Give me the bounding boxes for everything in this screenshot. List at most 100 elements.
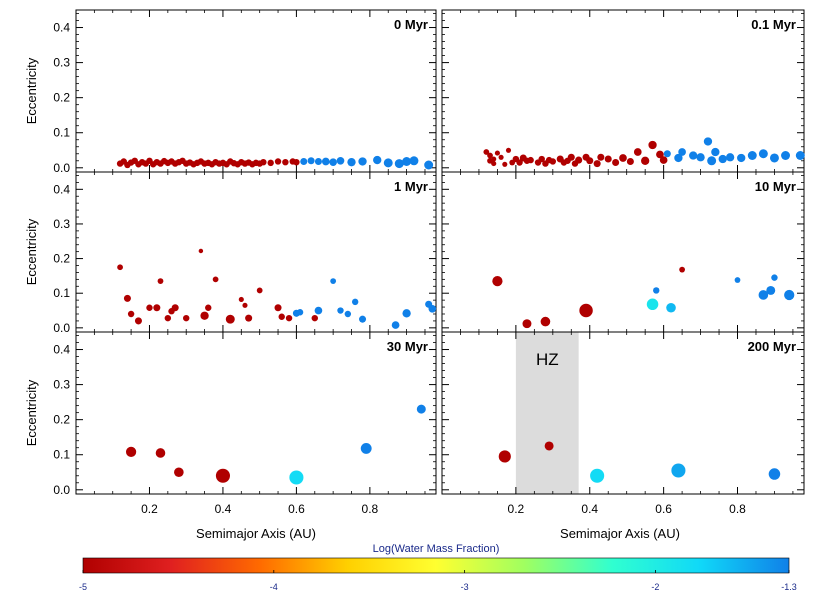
planet-point [544,441,554,451]
planet-point [256,287,263,294]
planet-point [402,309,411,318]
planet-point [358,157,367,166]
planet-point [540,316,551,327]
x-tick-label: 0.6 [288,502,305,516]
planet-point [134,317,142,325]
panel-4: 10 Myr [441,171,805,333]
planet-point [522,319,532,329]
planet-point [373,155,382,165]
planet-point [123,294,131,302]
planet-point [157,278,164,284]
planet-point [659,156,668,164]
y-tick-label: 0.3 [53,56,70,70]
planet-point [538,155,545,163]
planet-point [344,310,352,318]
planet-point [285,314,293,322]
planet-point [183,314,190,322]
planet-point [360,442,372,454]
x-axis-label-right: Semimajor Axis (AU) [560,526,680,541]
colorbar-tick-label: -4 [270,582,278,592]
planet-point [383,158,393,168]
planet-point [586,157,594,165]
planet-point [242,302,248,308]
y-tick-label: 0.4 [53,21,70,35]
planet-point [671,463,686,478]
planet-point [747,151,757,160]
planet-point [549,158,557,165]
planet-point [646,298,659,311]
x-tick-label: 0.6 [655,502,672,516]
panel-2: 0.1 Myr [441,9,805,173]
planet-point [597,153,605,161]
x-tick-label: 0.2 [508,502,525,516]
planet-point [666,302,676,313]
planet-point [296,309,304,316]
planet-point [300,157,308,166]
planet-point [198,248,204,254]
planet-point [267,159,274,167]
panel-frame [75,171,437,333]
colorbar-tick-label: -2 [651,582,659,592]
planet-point [153,304,161,312]
planet-point [314,157,322,166]
x-tick-label: 0.4 [581,502,598,516]
planet-point [321,157,330,166]
panel-time-label: 200 Myr [748,339,796,354]
planet-point [795,151,805,160]
planet-point [330,278,337,284]
x-tick-label: 0.4 [215,502,232,516]
panels: 0.0 0.1 0.2 0.3 0.4 Eccentricity 0 Myr 0.1 Myr 0… [24,9,805,516]
planet-point [487,152,493,159]
planet-point [155,448,166,458]
planet-point [612,159,620,167]
panel-time-label: 30 Myr [387,339,428,354]
panel-frame [441,9,805,173]
planet-point [225,314,235,324]
planet-point [391,321,400,329]
planet-point [282,158,289,166]
planet-point [416,404,426,414]
planet-point [394,159,404,169]
planet-point [648,140,657,150]
x-axis-label-left: Semimajor Axis (AU) [196,526,316,541]
y-tick-label: 0.1 [53,126,70,140]
planet-point [653,287,660,294]
panel-time-label: 1 Myr [394,179,428,194]
planet-point [409,156,419,166]
planet-point [402,157,412,166]
planet-point [498,450,511,463]
panel-frame [75,331,437,495]
colorbar-tick-label: -3 [461,582,469,592]
planet-point [758,149,768,159]
planet-point [212,276,219,283]
y-tick-label: 0.4 [53,182,70,196]
planet-point [311,314,318,322]
planet-point [516,159,523,166]
colorbar: Log(Water Mass Fraction) -5 -4 -3 -2 -1.3 [79,543,797,592]
y-tick-label: 0.2 [53,413,70,427]
y-axis-label: Eccentricity [24,218,39,285]
panel-6: HZ 0.2 0.4 0.6 0.8 200 Myr [441,331,805,516]
panel-frame [75,9,437,173]
panel-3: 0.0 0.1 0.2 0.3 0.4 Eccentricity 1 Myr [24,171,437,335]
planet-point [781,151,791,160]
planet-point [737,153,746,163]
planet-point [359,315,367,323]
colorbar-ticks: -5 -4 -3 -2 -1.3 [79,570,797,592]
planet-point [527,156,534,164]
planet-point [768,468,781,480]
panel-frame [441,171,805,333]
planet-point [205,304,212,311]
planet-point [674,153,683,163]
panel-time-label: 10 Myr [755,179,796,194]
habitable-zone-band [515,332,579,494]
planet-point [337,307,344,314]
planet-point [678,148,686,156]
planet-point [491,161,497,167]
planet-point [274,158,282,165]
planet-point [784,289,795,301]
planet-point [663,150,671,158]
planet-point [336,156,345,165]
panel-5: 0.0 0.1 0.2 0.3 0.4 0.2 0.4 0.6 0.8 Eccentricity 3… [24,331,437,516]
